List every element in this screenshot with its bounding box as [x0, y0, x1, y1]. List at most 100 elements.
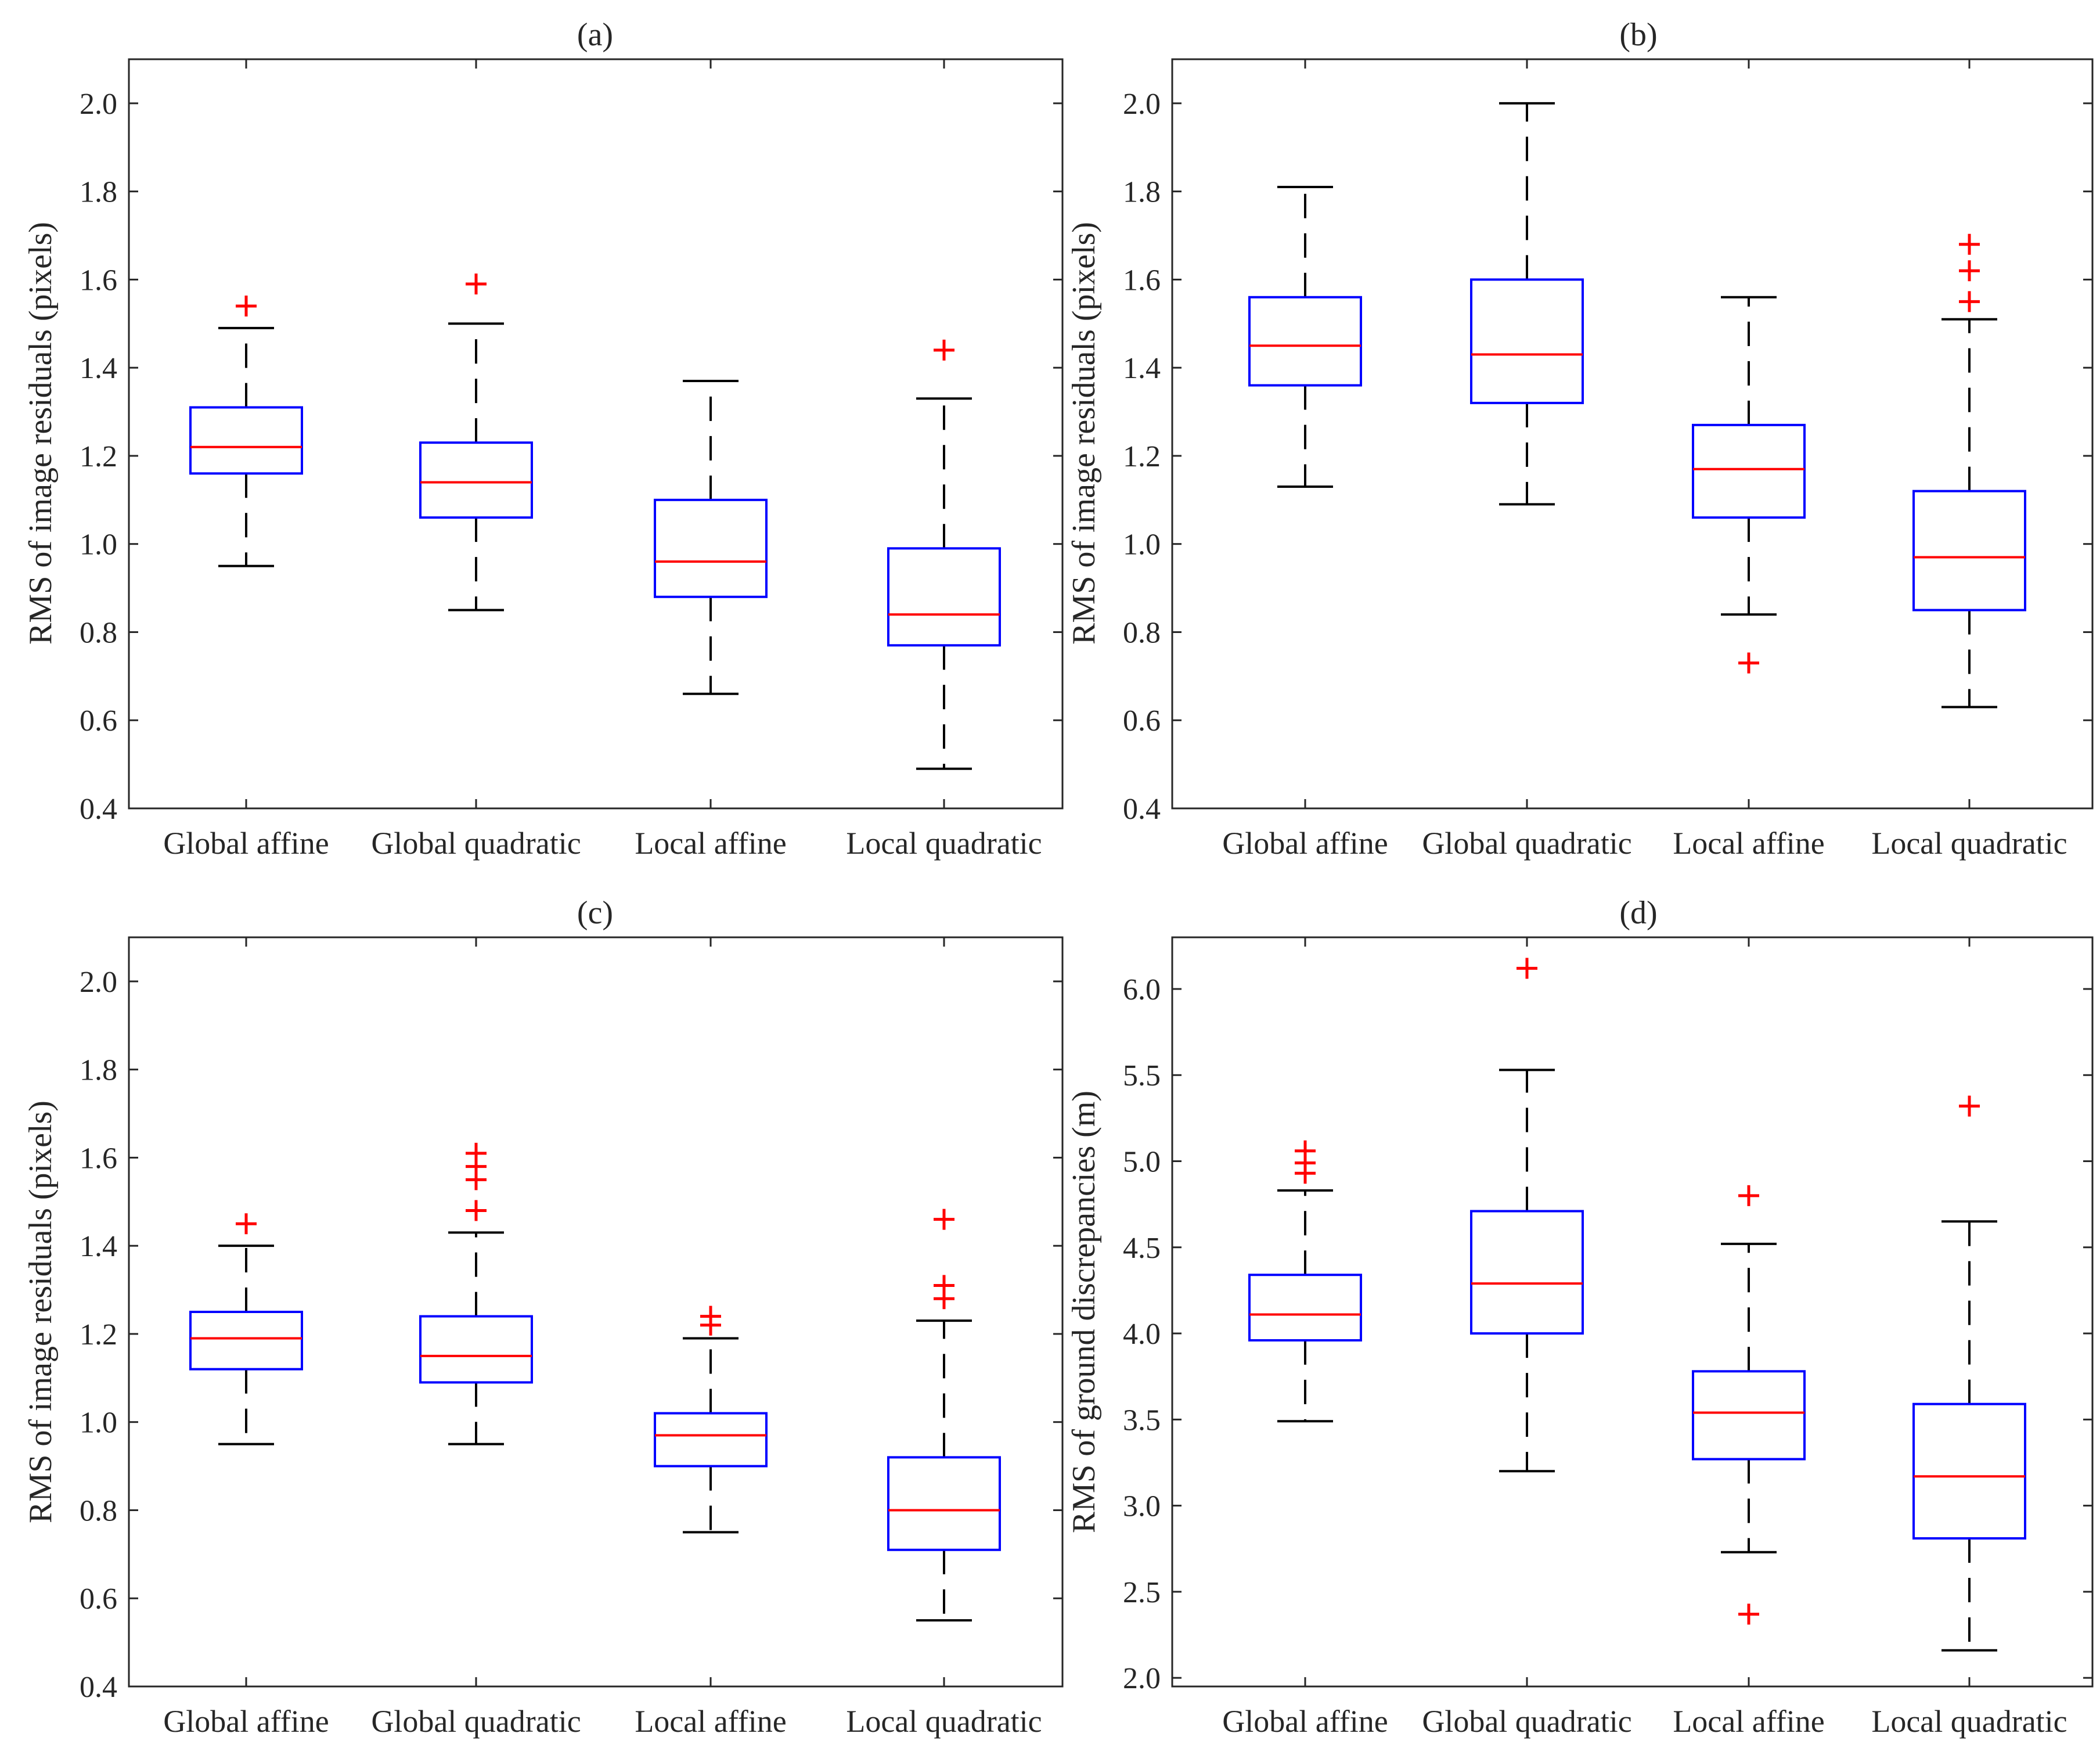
box-3	[654, 379, 768, 695]
plot-2: 0.4 0.6 0.8 1.0 1.2 1.4 1.6 1.8 2.0 Global affine…	[1123, 58, 2094, 861]
y-tick-label: 0.8	[1123, 616, 1161, 649]
x-tick-label: Global quadratic	[1422, 1704, 1631, 1739]
box-2	[1470, 102, 1584, 506]
iqr-box	[654, 498, 768, 598]
box-3	[1692, 1185, 1806, 1625]
panel-c-ylabel: RMS of image residuals (pixels)	[23, 1101, 59, 1523]
x-tick-label: Global affine	[163, 826, 329, 861]
y-tick-label: 1.2	[80, 1318, 117, 1351]
y-tick-label: 2.0	[1123, 1662, 1161, 1695]
outlier-marker	[934, 339, 954, 361]
x-tick-label: Local affine	[635, 1704, 786, 1739]
box-3	[1692, 296, 1806, 674]
outlier-marker	[236, 295, 257, 317]
y-tick-label: 5.5	[1123, 1059, 1161, 1092]
y-tick-label: 2.0	[80, 966, 117, 999]
plot-4: 2.0 2.5 3.0 3.5 4.0 4.5 5.0 5.5 6.0 Global affine…	[1123, 936, 2094, 1739]
axes-frame	[1171, 58, 2094, 810]
iqr-box	[1248, 1274, 1362, 1342]
y-tick-label: 1.0	[1123, 528, 1161, 562]
y-tick-label: 1.4	[80, 352, 117, 385]
panel-b-title: (b)	[1619, 17, 1657, 53]
outlier-marker	[1738, 652, 1759, 674]
iqr-box	[1470, 1210, 1584, 1335]
panel-a-title: (a)	[577, 17, 613, 53]
x-tick-label: Global affine	[163, 1704, 329, 1739]
y-tick-label: 0.6	[80, 1583, 117, 1616]
y-tick-label: 1.4	[1123, 352, 1161, 385]
outlier-marker	[1959, 1095, 1980, 1117]
box-1	[1248, 186, 1362, 488]
y-tick-label: 1.8	[1123, 176, 1161, 209]
iqr-box	[1912, 490, 2026, 612]
y-tick-label: 0.8	[80, 1494, 117, 1527]
outlier-marker	[1738, 1603, 1759, 1625]
outlier-marker	[700, 1306, 721, 1327]
iqr-box	[1470, 278, 1584, 404]
iqr-box	[419, 1315, 533, 1384]
x-tick-label: Local quadratic	[1871, 826, 2067, 861]
iqr-box	[1912, 1402, 2026, 1540]
outlier-marker	[1959, 260, 1980, 282]
x-tick-label: Global quadratic	[371, 1704, 581, 1739]
panel-a-ylabel: RMS of image residuals (pixels)	[23, 222, 59, 645]
outlier-marker	[236, 1213, 257, 1235]
y-tick-label: 2.0	[1123, 88, 1161, 121]
outlier-marker	[1959, 233, 1980, 255]
plot-1: 0.4 0.6 0.8 1.0 1.2 1.4 1.6 1.8 2.0 Global affine…	[80, 58, 1064, 861]
axes-frame	[1171, 936, 2094, 1688]
iqr-box	[1248, 296, 1362, 387]
y-tick-label: 1.8	[80, 176, 117, 209]
y-tick-label: 1.2	[80, 440, 117, 473]
y-tick-label: 3.0	[1123, 1490, 1161, 1523]
panel-d-title: (d)	[1619, 895, 1657, 931]
y-tick-label: 6.0	[1123, 973, 1161, 1006]
x-tick-label: Local quadratic	[1871, 1704, 2067, 1739]
outlier-marker	[934, 1275, 954, 1296]
panel-a: (a) RMS of image residuals (pixels)	[23, 17, 613, 645]
y-tick-label: 1.6	[1123, 264, 1161, 297]
y-tick-label: 0.8	[80, 616, 117, 649]
outlier-marker	[466, 274, 487, 294]
y-tick-label: 0.6	[1123, 704, 1161, 738]
y-tick-label: 0.4	[80, 793, 117, 826]
y-tick-label: 3.5	[1123, 1404, 1161, 1437]
box-2	[419, 1142, 533, 1445]
box-4	[887, 339, 1001, 770]
iqr-box	[189, 406, 303, 475]
iqr-box	[1692, 423, 1806, 519]
box-2	[419, 274, 533, 612]
iqr-box	[887, 1456, 1001, 1551]
y-tick-label: 1.0	[80, 1407, 117, 1440]
box-1	[189, 1213, 303, 1445]
panel-c-title: (c)	[577, 895, 613, 931]
x-tick-label: Global affine	[1222, 826, 1388, 861]
y-tick-label: 0.4	[80, 1671, 117, 1704]
outlier-marker	[1738, 1185, 1759, 1206]
outlier-marker	[1959, 291, 1980, 312]
x-tick-label: Local affine	[635, 826, 786, 861]
y-tick-label: 5.0	[1123, 1146, 1161, 1179]
x-tick-label: Global quadratic	[1422, 826, 1631, 861]
iqr-box	[419, 441, 533, 519]
iqr-box	[654, 1412, 768, 1468]
panel-d-ylabel: RMS of ground discrepancies (m)	[1066, 1091, 1102, 1533]
box-2	[1470, 958, 1584, 1473]
box-4	[887, 1209, 1001, 1622]
plot-3: 0.4 0.6 0.8 1.0 1.2 1.4 1.6 1.8 2.0 Global affine…	[80, 936, 1064, 1739]
iqr-box	[189, 1311, 303, 1371]
axes-frame	[128, 58, 1064, 810]
y-tick-label: 1.0	[80, 528, 117, 562]
x-tick-label: Local affine	[1673, 826, 1824, 861]
outlier-marker	[1295, 1140, 1316, 1161]
outlier-marker	[1517, 958, 1537, 979]
box-4	[1912, 233, 2026, 709]
y-tick-label: 1.2	[1123, 440, 1161, 473]
panel-c: (c) RMS of image residuals (pixels)	[23, 895, 613, 1523]
outlier-marker	[466, 1200, 487, 1221]
axes-frame	[128, 936, 1064, 1688]
x-tick-label: Global affine	[1222, 1704, 1388, 1739]
y-tick-label: 0.4	[1123, 793, 1161, 826]
iqr-box	[887, 547, 1001, 647]
outlier-marker	[466, 1142, 487, 1164]
